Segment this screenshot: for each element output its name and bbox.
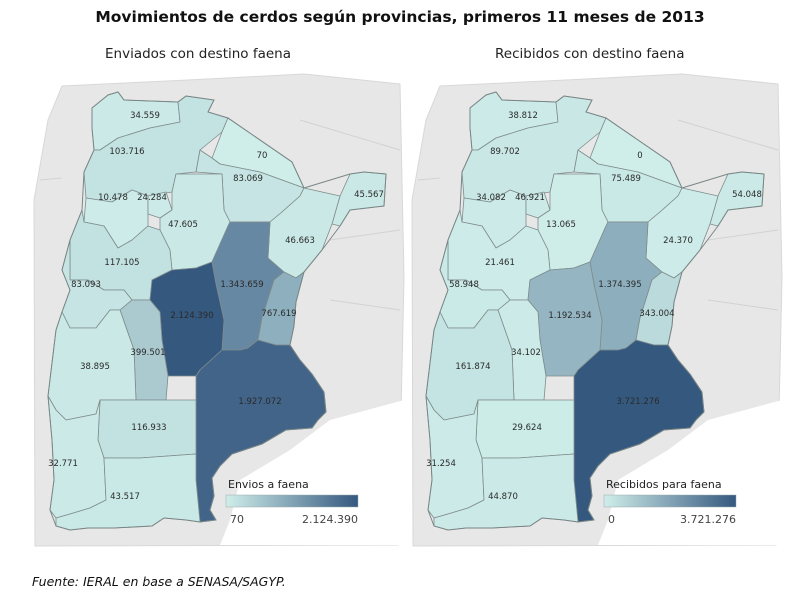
value-label-salta: 103.716 xyxy=(109,147,144,157)
value-label-catamarca: 34.082 xyxy=(476,193,506,203)
value-label-neuquen: 31.254 xyxy=(426,459,456,469)
value-label-entrerios: 343.004 xyxy=(639,309,674,319)
value-label-jujuy: 34.559 xyxy=(130,111,160,121)
value-label-santiago: 47.605 xyxy=(168,220,198,230)
value-label-sanluis: 399.501 xyxy=(130,348,165,358)
neighbour-borders xyxy=(39,119,401,311)
value-label-sanluis: 34.102 xyxy=(511,348,541,358)
legend-gradient-bar xyxy=(225,494,359,508)
value-label-larioja: 117.105 xyxy=(104,258,139,268)
value-label-buenosaires: 1.927.072 xyxy=(238,397,281,407)
value-label-rionegro: 44.870 xyxy=(488,492,518,502)
value-label-chaco: 75.489 xyxy=(611,174,641,184)
page-title: Movimientos de cerdos según provincias, … xyxy=(95,8,705,26)
value-label-santafe: 1.374.395 xyxy=(598,280,641,290)
value-label-chaco: 83.069 xyxy=(233,174,263,184)
country-outline xyxy=(47,91,387,531)
sea-area xyxy=(220,400,404,545)
value-label-jujuy: 38.812 xyxy=(508,111,538,121)
value-label-catamarca: 10.478 xyxy=(98,193,128,203)
value-label-cordoba: 1.192.534 xyxy=(548,311,591,321)
map-left-subtitle: Enviados con destino faena xyxy=(105,46,292,62)
value-label-santiago: 13.065 xyxy=(546,220,576,230)
value-label-lapampa: 116.933 xyxy=(131,423,166,433)
value-label-formosa: 0 xyxy=(637,151,642,161)
legend-min-label: 70 xyxy=(230,513,244,526)
value-label-neuquen: 32.771 xyxy=(48,459,78,469)
value-label-misiones: 45.567 xyxy=(354,190,384,200)
value-label-sanjuan: 58.948 xyxy=(449,280,479,290)
value-label-rionegro: 43.517 xyxy=(110,492,140,502)
value-label-sanjuan: 83.093 xyxy=(71,280,101,290)
legend-min-label: 0 xyxy=(608,513,615,526)
value-label-salta: 89.702 xyxy=(490,147,520,157)
legend-title: Recibidos para faena xyxy=(606,478,722,491)
value-label-tucuman: 24.284 xyxy=(137,193,167,203)
map-right-recibidos: 38.812 89.702 0 75.489 54.048 34.082 46.921 13.… xyxy=(411,73,783,547)
neighbour-borders xyxy=(417,119,779,311)
value-label-cordoba: 2.124.390 xyxy=(170,311,213,321)
value-label-buenosaires: 3.721.276 xyxy=(616,397,659,407)
value-label-corrientes: 24.370 xyxy=(663,236,693,246)
value-label-entrerios: 767.619 xyxy=(261,309,296,319)
legend-max-label: 2.124.390 xyxy=(302,513,358,526)
value-label-lapampa: 29.624 xyxy=(512,423,542,433)
value-label-formosa: 70 xyxy=(257,151,268,161)
legend-gradient-bar xyxy=(603,494,737,508)
value-label-corrientes: 46.663 xyxy=(285,236,315,246)
country-outline xyxy=(425,91,765,531)
value-label-santafe: 1.343.659 xyxy=(220,280,263,290)
value-label-misiones: 54.048 xyxy=(732,190,762,200)
sea-area xyxy=(598,400,782,545)
legend-max-label: 3.721.276 xyxy=(680,513,736,526)
map-left-enviados: 34.559 103.716 70 83.069 45.567 10.478 24.284 4… xyxy=(33,73,405,547)
value-label-mendoza: 161.874 xyxy=(455,362,490,372)
legend-title: Envios a faena xyxy=(228,478,309,491)
value-label-mendoza: 38.895 xyxy=(80,362,110,372)
map-right-subtitle: Recibidos con destino faena xyxy=(495,46,685,62)
value-label-larioja: 21.461 xyxy=(485,258,515,268)
value-label-tucuman: 46.921 xyxy=(515,193,545,203)
source-note: Fuente: IERAL en base a SENASA/SAGYP. xyxy=(32,574,286,589)
